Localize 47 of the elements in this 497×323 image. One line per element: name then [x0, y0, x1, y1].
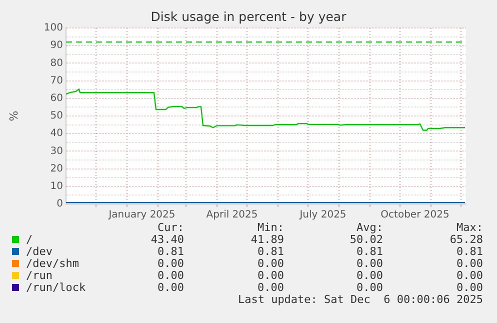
text: 0.00 [456, 281, 483, 294]
y-axis-title: % [7, 110, 20, 122]
text: 0.00 [256, 281, 284, 294]
text: 0.81 [456, 245, 483, 258]
text: 65.28 [448, 233, 483, 246]
text: Min: [256, 221, 284, 234]
legend-label: / [25, 233, 34, 246]
text: 0.81 [156, 245, 184, 258]
y-tick-label: 10 [50, 180, 63, 192]
chart-title: Disk usage in percent - by year [150, 9, 348, 24]
text: 0.00 [456, 269, 483, 282]
text: 43.40 [150, 233, 184, 246]
text: Last update: Sat Dec 6 00:00:06 2025 [236, 293, 483, 306]
text: 0.81 [256, 245, 284, 258]
text: 0.00 [156, 269, 184, 282]
y-tick-label: 50 [50, 110, 63, 122]
legend-label: /run [25, 269, 54, 282]
text: 0.00 [456, 257, 483, 270]
text: 0.00 [256, 269, 284, 282]
y-tick-label: 80 [50, 58, 63, 69]
text: 50.02 [348, 233, 383, 246]
y-tick-label: 70 [50, 75, 63, 86]
y-tick-label: 100 [44, 22, 63, 34]
text: 0.00 [156, 257, 184, 270]
x-tick-label: April 2025 [206, 210, 258, 221]
y-tick-label: 60 [50, 92, 63, 104]
y-tick-label: 90 [50, 40, 63, 52]
text: 41.89 [250, 233, 284, 246]
legend-label: /run/lock [25, 281, 87, 294]
y-tick-label: 0 [56, 198, 63, 210]
text: Cur: [156, 221, 184, 234]
legend-label: /dev [25, 245, 54, 258]
text: 0.00 [356, 257, 383, 270]
y-tick-label: 40 [50, 128, 63, 140]
text: Max: [456, 221, 483, 234]
text: 0.81 [356, 245, 383, 258]
text: 0.00 [156, 281, 184, 294]
text: Avg: [356, 221, 383, 234]
legend-label: /dev/shm [25, 257, 80, 270]
x-tick-label: October 2025 [380, 210, 450, 221]
y-tick-label: 20 [50, 163, 63, 174]
x-tick-label: July 2025 [298, 210, 346, 221]
y-tick-label: 30 [50, 146, 63, 157]
x-tick-label: January 2025 [108, 210, 176, 221]
text: 0.00 [256, 257, 284, 270]
text: 0.00 [356, 269, 383, 282]
text: 0.00 [356, 281, 383, 294]
